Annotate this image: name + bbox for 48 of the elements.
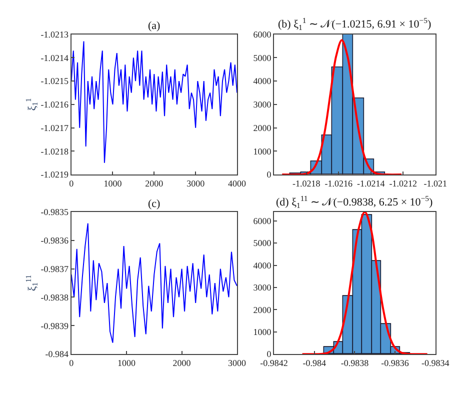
x-tick-label: 3000 (228, 358, 246, 368)
y-tick-label: 5000 (253, 238, 272, 248)
y-tick-label: -1.0219 (40, 170, 70, 180)
y-tick-label: 2000 (253, 304, 272, 315)
x-tick-label: -0.9834 (422, 358, 450, 368)
y-tick-label: 0 (266, 349, 272, 360)
y-tick-label: 3000 (253, 100, 272, 110)
y-tick-label: 2000 (253, 122, 272, 133)
x-tick-label: 1000 (118, 358, 136, 368)
x-tick-label: 2000 (145, 178, 164, 188)
y-tick-label: 1000 (253, 146, 272, 156)
x-tick-label: 1000 (104, 178, 122, 188)
chart-title: (d) ξ$_{1}$$^{11}$ ∼ 𝒩(−0.9838, 6.25 × 10$^{−5}$) (276, 194, 433, 210)
y-tick-label: 4000 (253, 260, 272, 270)
x-tick-label: -0.984 (302, 358, 327, 368)
x-tick-label: 2000 (172, 358, 192, 368)
y-tick-label: 5000 (253, 52, 272, 63)
x-tick-label: -0.9842 (260, 358, 288, 368)
x-tick-label: -1.0216 (324, 178, 353, 188)
y-tick-label: -0.9837 (40, 264, 70, 274)
y-tick-label: -0.9835 (40, 207, 70, 218)
y-tick-label: -1.0215 (40, 76, 70, 86)
x-tick-label: -1.021 (424, 178, 448, 188)
y-tick-label: 0 (266, 170, 272, 180)
y-tick-label: -0.984 (45, 349, 70, 360)
x-tick-label: 3000 (186, 178, 206, 188)
y-tick-label: -1.0218 (40, 146, 70, 156)
y-tick-label: -1.0213 (40, 29, 70, 40)
y-tick-label: 6000 (253, 216, 272, 226)
y-tick-label: -1.0214 (40, 52, 70, 63)
x-tick-label: 4000 (228, 178, 246, 188)
y-tick-label: -1.0216 (40, 100, 70, 110)
x-tick-label: -0.9836 (381, 358, 410, 368)
chart-title: (a) (148, 20, 161, 32)
x-tick-label: -1.0214 (356, 178, 386, 188)
chart-title: (c) (148, 198, 161, 210)
y-tick-label: 6000 (253, 29, 272, 40)
x-tick-label: -1.0218 (292, 178, 321, 188)
y-tick-label: -0.9838 (40, 292, 70, 302)
y-tick-label: -0.9839 (40, 320, 70, 331)
y-tick-label: -0.9836 (40, 236, 70, 246)
x-tick-label: -1.0212 (389, 178, 417, 188)
y-tick-label: 4000 (253, 76, 272, 86)
y-tick-label: -1.0217 (40, 122, 70, 133)
y-tick-label: 3000 (253, 282, 272, 293)
y-tick-label: 1000 (253, 327, 272, 338)
x-tick-label: -0.9838 (340, 358, 370, 368)
chart-title: (b) ξ$_{1}$$^{1}$ ∼ 𝒩(−1.0215, 6.91 × 10$^{−5}$) (278, 16, 432, 32)
